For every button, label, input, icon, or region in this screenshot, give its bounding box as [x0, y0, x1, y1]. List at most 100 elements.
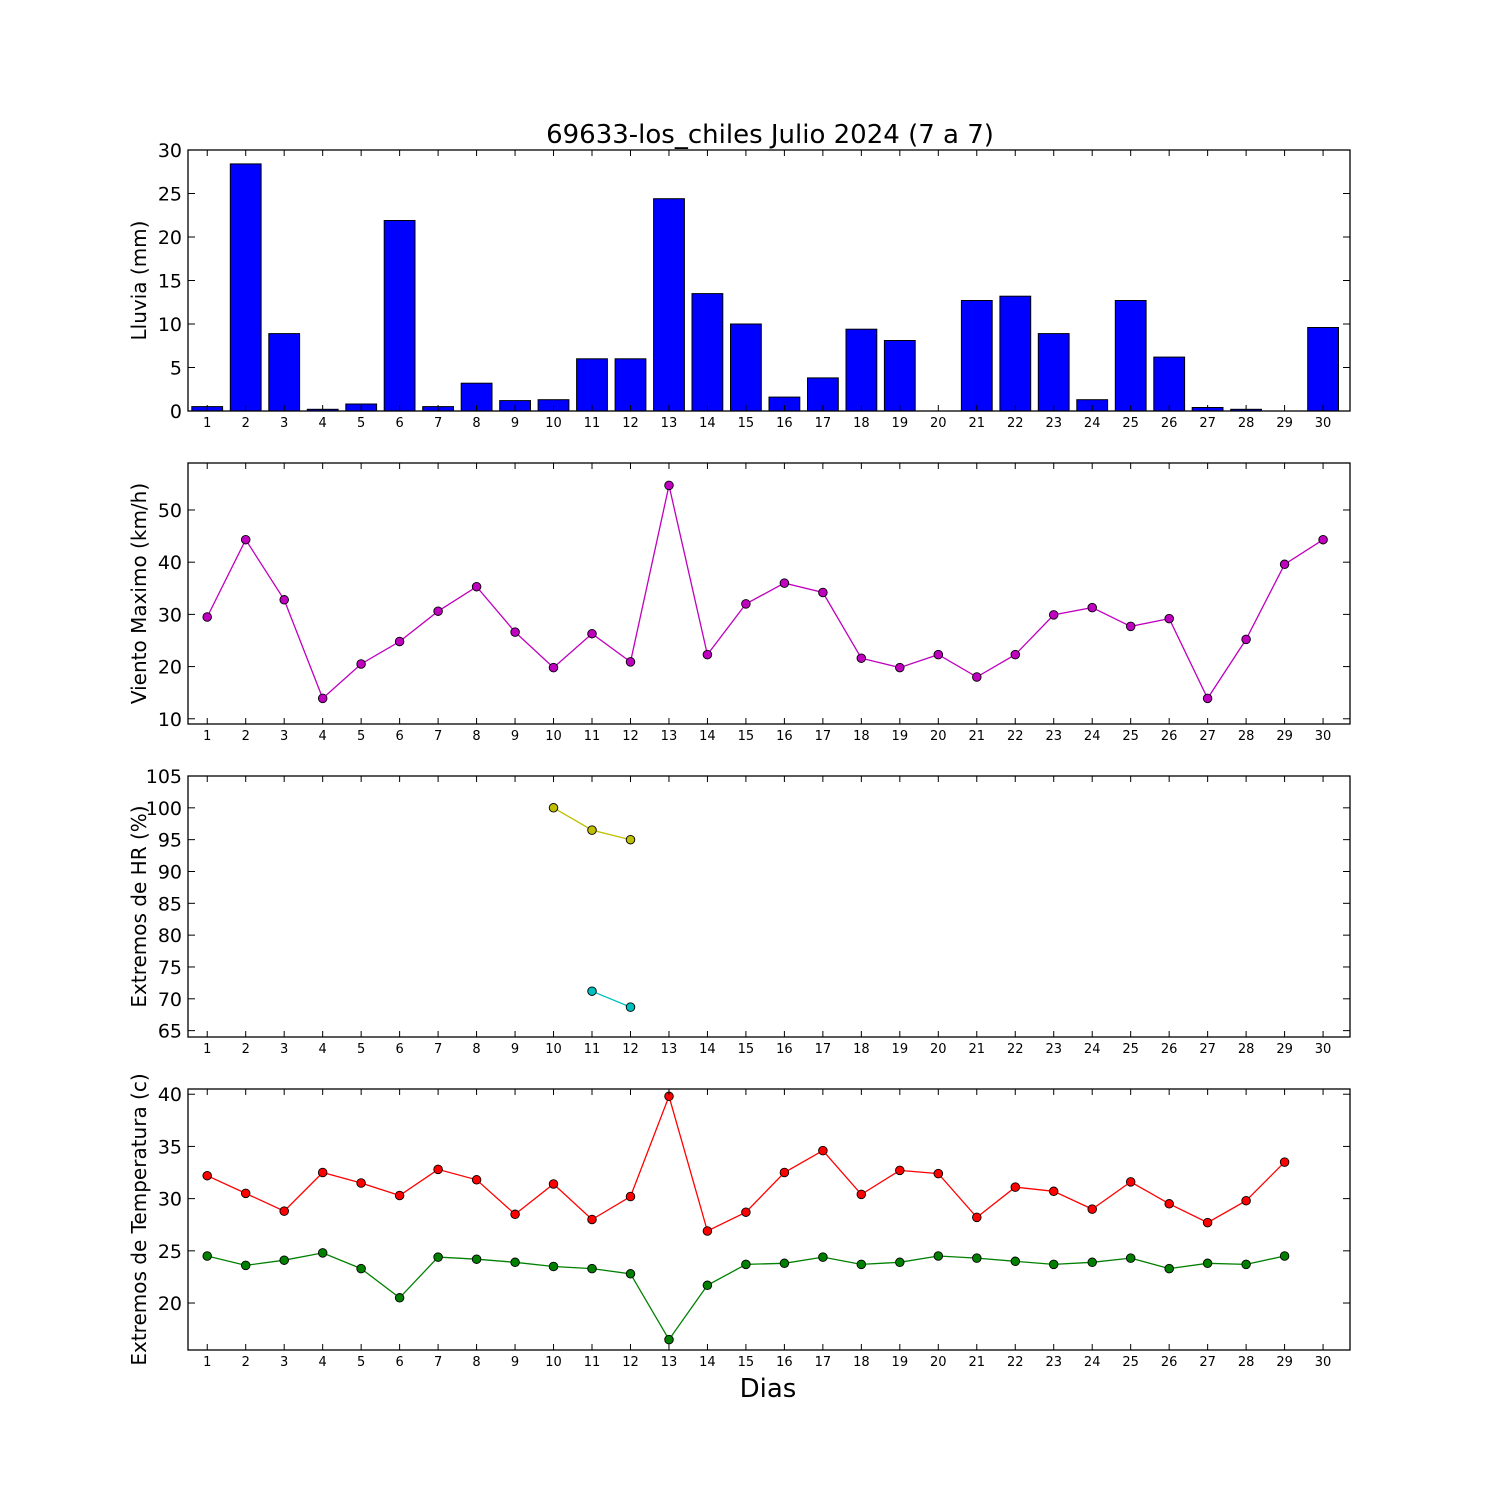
x-tick-label: 20 [930, 1042, 947, 1057]
x-tick-label: 20 [930, 729, 947, 744]
data-point [587, 1263, 597, 1274]
x-tick-label: 23 [1045, 1042, 1062, 1057]
y-axis-label: Viento Maximo (km/h) [127, 483, 151, 704]
x-tick-label: 27 [1199, 1042, 1216, 1057]
bar [960, 300, 993, 412]
x-tick-label: 25 [1122, 416, 1139, 431]
x-tick-label: 9 [511, 416, 519, 431]
data-point [779, 1258, 790, 1269]
data-point [1279, 559, 1290, 570]
bar [576, 358, 608, 412]
x-tick-label: 16 [776, 729, 793, 744]
x-tick-label: 25 [1122, 1042, 1139, 1057]
x-tick-label: 6 [395, 416, 403, 431]
data-point [818, 1145, 828, 1156]
x-tick-label: 12 [622, 416, 639, 431]
data-point [1048, 1186, 1059, 1197]
data-point [279, 595, 289, 605]
data-point [1087, 602, 1097, 613]
x-tick-label: 30 [1315, 416, 1332, 431]
data-point [433, 1252, 443, 1262]
data-point [202, 1170, 212, 1181]
data-point [240, 1260, 251, 1271]
x-tick-label: 27 [1199, 416, 1216, 431]
data-point [779, 578, 790, 588]
x-tick-label: 16 [776, 416, 793, 431]
x-tick-label: 24 [1084, 1355, 1101, 1370]
x-tick-label: 9 [511, 729, 519, 744]
x-tick-label: 7 [434, 1355, 442, 1370]
data-point [1241, 1259, 1251, 1270]
data-point [625, 1191, 636, 1202]
data-point [510, 627, 520, 637]
x-tick-label: 3 [280, 416, 288, 431]
x-tick-label: 4 [319, 1355, 327, 1370]
y-tick-label: 25 [158, 1241, 182, 1263]
x-tick-label: 24 [1084, 1042, 1101, 1057]
y-tick-label: 30 [158, 1189, 182, 1211]
x-tick-label: 11 [584, 416, 601, 431]
x-tick-label: 19 [892, 1355, 909, 1370]
x-tick-label: 26 [1161, 1355, 1178, 1370]
y-tick-label: 20 [158, 227, 182, 249]
bar [1037, 333, 1070, 412]
data-point [1241, 1195, 1251, 1206]
data-point [933, 1168, 944, 1179]
data-point [587, 986, 597, 996]
axes-frame [187, 1088, 1351, 1351]
data-point [895, 1165, 905, 1176]
x-tick-label: 21 [969, 416, 986, 431]
x-tick-label: 9 [511, 1355, 519, 1370]
y-tick-label: 70 [158, 989, 182, 1011]
y-tick-label: 10 [158, 709, 182, 731]
y-tick-label: 75 [158, 957, 182, 979]
bar [730, 323, 762, 412]
data-point [702, 1280, 713, 1291]
x-tick-label: 30 [1315, 1355, 1332, 1370]
data-point [1010, 1256, 1021, 1267]
data-point [933, 649, 944, 660]
x-tick-label: 10 [545, 1042, 562, 1057]
x-tick-label: 8 [472, 1042, 480, 1057]
x-tick-label: 15 [738, 729, 755, 744]
x-tick-label: 8 [472, 1355, 480, 1370]
data-point [471, 1254, 482, 1264]
bar [845, 328, 878, 412]
x-tick-label: 25 [1122, 729, 1139, 744]
x-tick-label: 2 [242, 1042, 250, 1057]
data-point [356, 1178, 366, 1188]
y-tick-label: 10 [158, 314, 182, 336]
x-tick-label: 21 [969, 1355, 986, 1370]
data-point [279, 1206, 289, 1216]
data-point [394, 1293, 405, 1303]
x-tick-label: 2 [242, 416, 250, 431]
x-axis-label: Dias [740, 1374, 797, 1404]
data-point [625, 1269, 636, 1279]
x-tick-label: 14 [699, 729, 716, 744]
data-point [587, 628, 597, 639]
data-point [625, 657, 636, 667]
data-point [1279, 1157, 1290, 1167]
x-tick-label: 24 [1084, 729, 1101, 744]
x-tick-label: 5 [357, 1042, 365, 1057]
data-point [972, 1253, 982, 1263]
x-tick-label: 9 [511, 1042, 519, 1057]
bar [999, 295, 1032, 412]
data-point [972, 1212, 982, 1223]
x-tick-label: 13 [661, 1042, 678, 1057]
data-point [972, 672, 982, 682]
x-tick-label: 15 [738, 1042, 755, 1057]
bar [383, 220, 416, 412]
data-point [1125, 1177, 1136, 1187]
x-tick-label: 12 [622, 729, 639, 744]
data-point [1164, 1263, 1174, 1274]
x-tick-label: 2 [242, 1355, 250, 1370]
x-tick-label: 4 [319, 416, 327, 431]
data-point [1202, 693, 1213, 704]
y-tick-label: 40 [158, 1084, 182, 1106]
data-point [471, 581, 482, 592]
y-tick-label: 40 [158, 552, 182, 574]
